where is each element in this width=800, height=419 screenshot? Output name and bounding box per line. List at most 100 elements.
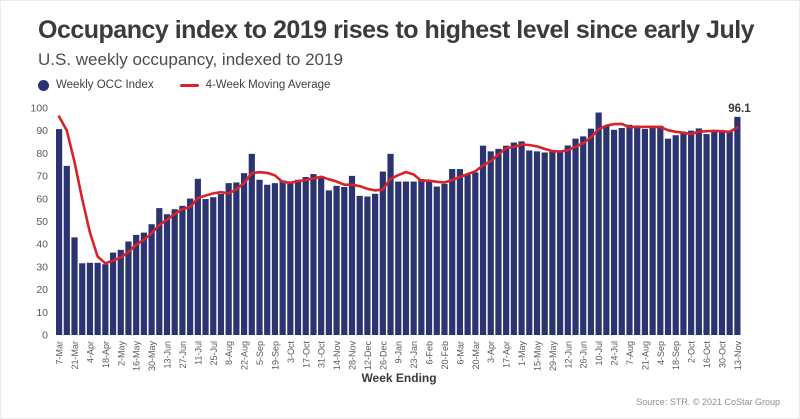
occ-index-bar [325,190,332,335]
occ-index-bar [557,152,564,335]
occ-index-bar [310,174,317,335]
occ-index-bar [664,138,672,335]
x-axis-tick-label: 16-May [132,341,142,372]
occ-index-bar [279,180,286,335]
occ-index-bar [318,176,325,335]
y-axis-tick-label: 0 [42,330,48,342]
occ-index-bar [402,181,410,335]
x-axis-tick-label: 21-Aug [640,341,650,370]
x-axis-tick-label: 18-Apr [101,341,111,368]
occ-index-bar [487,151,494,335]
x-axis-tick-label: 18-Sep [671,341,681,370]
x-axis-tick-label: 30-Oct [718,341,728,369]
x-axis-tick-label: 3-Apr [486,341,496,363]
occ-index-bar [341,187,348,335]
x-axis-tick-label: 12-Jun [563,341,573,369]
x-axis-tick-label: 17-Oct [301,341,311,369]
x-axis-tick-label: 28-Nov [348,341,358,371]
occ-index-bar [148,224,155,335]
occ-index-bar [718,131,726,335]
legend-item-moving-average: 4-Week Moving Average [179,79,331,91]
occ-index-bar [163,214,171,335]
occ-index-bar [549,150,556,335]
occ-index-bar [672,135,679,335]
x-axis-tick-label: 25-Jul [209,341,219,366]
occ-index-bar [140,232,147,335]
legend-label-moving-average: 4-Week Moving Average [205,79,331,91]
occ-index-bar [264,184,271,335]
x-axis-tick-label: 20-Feb [440,341,450,370]
x-axis-tick-label: 10-Jul [594,341,604,366]
x-axis-tick-label: 19-Sep [270,341,280,370]
occ-index-bar [510,142,517,335]
x-axis-tick-label: 16-Oct [702,341,712,369]
occ-index-bar [634,125,641,335]
occ-index-bar [187,198,194,335]
x-axis-tick-label: 29-May [548,341,558,372]
x-axis-tick-label: 24-Jul [610,341,620,366]
occ-index-bar [626,124,633,335]
occ-index-bar [587,128,595,335]
occ-index-bar [533,151,541,335]
x-axis-tick-label: 20-Mar [471,341,481,370]
x-axis-tick-label: 13-Nov [733,341,743,371]
occ-index-bar [711,130,718,335]
occ-index-bar [102,264,109,335]
occ-index-bar [572,138,579,335]
occ-index-bar [171,209,178,335]
occ-index-bar [526,150,533,335]
y-axis-tick-label: 90 [36,125,48,137]
x-axis-tick-label: 21-Mar [70,341,80,370]
occ-index-bar [225,183,232,335]
occ-index-bar [71,237,78,335]
x-axis-tick-label: 23-Jan [409,341,419,369]
page-subtitle: U.S. weekly occupancy, indexed to 2019 [38,50,343,69]
occ-index-bar [202,199,209,335]
y-axis-tick-label: 80 [36,148,48,160]
weekly-occ-dot-icon [38,79,49,91]
chart-legend: Weekly OCC Index 4-Week Moving Average [38,79,330,91]
occ-index-bar [657,125,664,336]
occ-index-bar [63,165,70,335]
occ-index-bar [179,205,186,335]
occ-index-bar [703,134,710,335]
y-axis-tick-label: 70 [36,171,48,183]
x-axis-tick-label: 15-May [533,341,543,372]
page-title: Occupancy index to 2019 rises to highest… [38,16,755,44]
occ-index-bar [433,186,440,335]
occ-index-bar [233,182,240,335]
x-axis-tick-label: 4-Sep [656,341,666,365]
occ-index-bar [580,136,587,336]
occ-index-bar [564,145,571,335]
occ-index-bar [680,131,687,335]
occ-index-bar [418,179,425,335]
x-axis-tick-label: 6-Mar [455,341,465,365]
occ-index-bar [217,194,225,335]
occ-index-bar [125,241,132,335]
occ-index-bar [302,177,309,335]
occ-index-bar [503,145,510,335]
occ-index-bar [518,141,525,335]
occ-index-bar [210,197,217,335]
occ-index-bar [464,174,471,335]
occ-index-bar [372,193,379,335]
x-axis-tick-label: 12-Dec [363,341,373,371]
y-axis-tick-label: 40 [36,239,48,251]
moving-average-line-icon [179,83,199,87]
occ-index-bar [441,183,448,335]
y-axis-tick-label: 100 [30,103,48,115]
y-axis-tick-label: 60 [36,193,48,205]
occ-index-bar [479,145,487,335]
occ-index-bar [472,172,479,335]
occ-index-bar [734,116,741,335]
occ-index-bar [495,148,502,335]
occ-index-bar [449,169,456,335]
source-attribution: Source: STR. © 2021 CoStar Group [636,397,780,407]
x-axis-tick-label: 5-Sep [255,341,265,365]
occ-index-bar [456,169,464,335]
occ-index-bar [395,181,402,335]
occ-index-bar [133,234,140,335]
y-axis-tick-label: 20 [36,284,48,296]
